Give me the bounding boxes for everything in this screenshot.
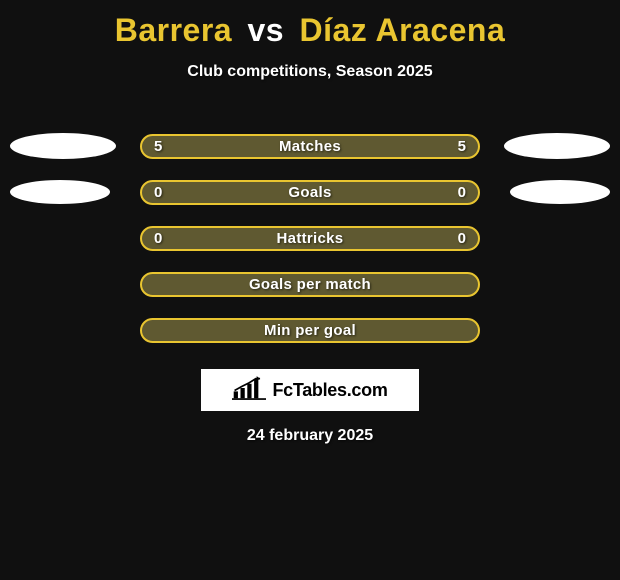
stat-label: Matches — [279, 138, 341, 155]
stat-row-matches: 5 Matches 5 — [0, 123, 620, 169]
branding-text: FcTables.com — [272, 380, 387, 401]
stat-bar: Min per goal — [140, 318, 480, 343]
right-oval — [504, 133, 610, 159]
stat-label: Min per goal — [264, 322, 356, 339]
stat-bar: 0 Hattricks 0 — [140, 226, 480, 251]
branding-box[interactable]: FcTables.com — [201, 369, 419, 411]
left-oval — [10, 180, 110, 204]
stat-right-value: 0 — [458, 230, 466, 247]
title: Barrera vs Díaz Aracena — [0, 12, 620, 49]
stat-row-min-per-goal: Min per goal — [0, 307, 620, 353]
stat-row-hattricks: 0 Hattricks 0 — [0, 215, 620, 261]
stat-label: Goals per match — [249, 276, 371, 293]
stat-right-value: 0 — [458, 184, 466, 201]
stat-right-value: 5 — [458, 138, 466, 155]
stat-label: Hattricks — [277, 230, 344, 247]
stat-bar: 0 Goals 0 — [140, 180, 480, 205]
subtitle: Club competitions, Season 2025 — [0, 63, 620, 81]
comparison-card: Barrera vs Díaz Aracena Club competition… — [0, 0, 620, 445]
vs-label: vs — [247, 12, 284, 48]
left-oval — [10, 133, 116, 159]
stats-rows: 5 Matches 5 0 Goals 0 0 Hattricks 0 — [0, 123, 620, 353]
right-oval — [510, 180, 610, 204]
stat-bar: 5 Matches 5 — [140, 134, 480, 159]
player1-name: Barrera — [115, 12, 232, 48]
stat-row-goals-per-match: Goals per match — [0, 261, 620, 307]
player2-name: Díaz Aracena — [299, 12, 505, 48]
stat-bar: Goals per match — [140, 272, 480, 297]
stat-left-value: 0 — [154, 230, 162, 247]
bars-chart-icon — [232, 376, 266, 405]
stat-label: Goals — [288, 184, 331, 201]
stat-row-goals: 0 Goals 0 — [0, 169, 620, 215]
stat-left-value: 5 — [154, 138, 162, 155]
stat-left-value: 0 — [154, 184, 162, 201]
date-label: 24 february 2025 — [0, 427, 620, 445]
